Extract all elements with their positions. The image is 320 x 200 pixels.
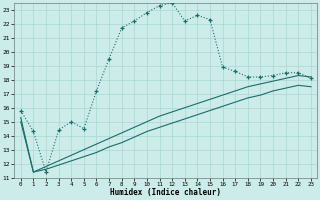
X-axis label: Humidex (Indice chaleur): Humidex (Indice chaleur) [110,188,221,197]
